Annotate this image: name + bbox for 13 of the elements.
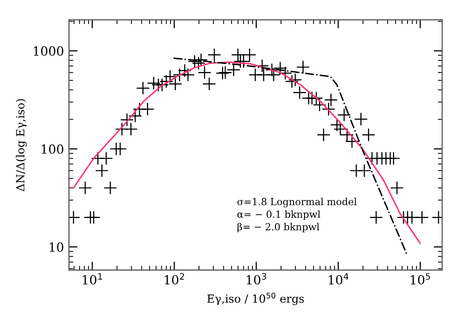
x-tick-label: 10$^{5}$: [410, 273, 430, 285]
y-tick-label: 100: [42, 144, 64, 154]
x-axis-title: Eγ,iso / 10$^{50}$ ergs: [207, 292, 304, 306]
x-tick-label: 10$^{3}$: [246, 273, 266, 285]
y-tick-label: 1000: [34, 46, 64, 56]
y-axis-title: ΔN/Δ(log Eγ,iso): [16, 99, 27, 192]
x-tick-label: 10$^{1}$: [82, 273, 102, 285]
x-tick-label: 10$^{4}$: [328, 273, 348, 285]
annotation: α= − 0.1 bknpwl: [237, 210, 320, 220]
annotation: σ=1.8 Lognormal model: [237, 198, 357, 208]
x-tick-label: 10$^{2}$: [164, 273, 184, 285]
y-tick-label: 10: [50, 242, 64, 252]
annotation: β= − 2.0 bknpwl: [238, 222, 320, 232]
